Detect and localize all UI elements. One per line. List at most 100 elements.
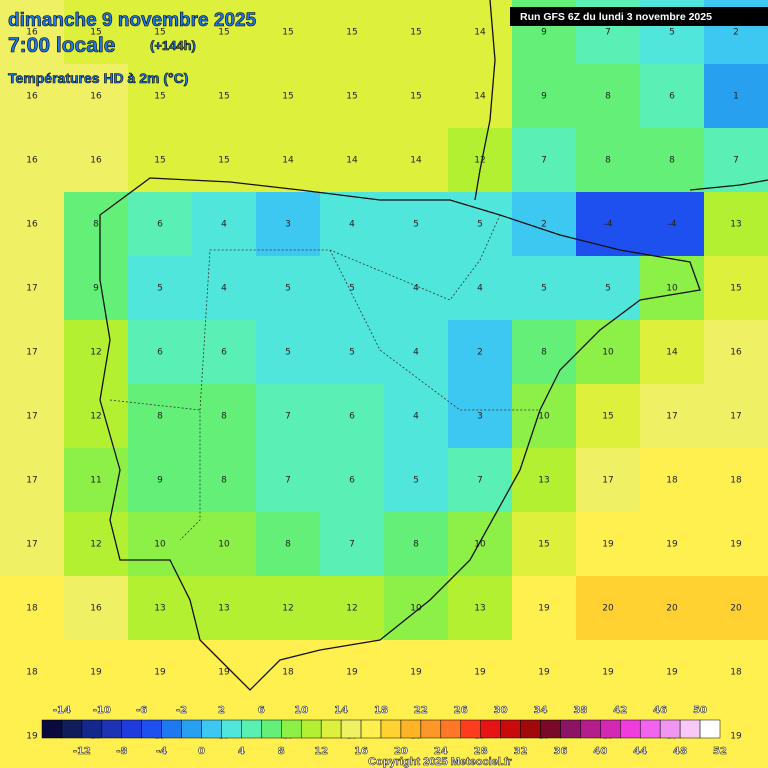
- field-value: 5: [669, 28, 675, 38]
- field-value: 17: [666, 412, 677, 422]
- field-value: 15: [346, 92, 357, 102]
- field-value: 3: [285, 220, 291, 230]
- field-cell: [512, 512, 577, 577]
- lead-time: (+144h): [150, 38, 196, 53]
- field-value: 10: [154, 540, 166, 550]
- field-cell: [0, 128, 65, 193]
- field-cell: [128, 448, 193, 513]
- field-value: 18: [730, 668, 742, 678]
- field-value: 19: [666, 540, 678, 550]
- legend-swatch: [81, 719, 103, 739]
- field-value: 8: [93, 220, 99, 230]
- field-value: 20: [730, 604, 742, 614]
- legend-label: 18: [374, 705, 388, 716]
- field-cell: [128, 384, 193, 449]
- field-value: 18: [282, 668, 294, 678]
- field-value: 15: [154, 28, 165, 38]
- field-value: 19: [90, 668, 102, 678]
- legend: -14-12-10-8-6-4-202468101214161820222426…: [41, 705, 727, 757]
- field-value: 12: [90, 348, 101, 358]
- field-cell: [704, 576, 768, 641]
- legend-swatch: [101, 719, 123, 739]
- field-cell: [64, 128, 129, 193]
- field-value: 19: [538, 604, 550, 614]
- field-cell: [704, 384, 768, 449]
- field-cell: [0, 512, 65, 577]
- field-value: 15: [154, 156, 165, 166]
- field-cell: [448, 64, 513, 129]
- field-cell: [128, 576, 193, 641]
- field-value: 5: [413, 220, 419, 230]
- field-value: 18: [26, 604, 38, 614]
- field-value: 6: [669, 92, 675, 102]
- legend-label: 38: [573, 705, 587, 716]
- field-value: 14: [666, 348, 678, 358]
- field-cell: [384, 192, 449, 257]
- field-cell: [320, 256, 385, 321]
- field-cell: [64, 0, 129, 65]
- field-value: 15: [346, 28, 357, 38]
- field-cell: [192, 0, 257, 65]
- legend-label: 36: [554, 746, 568, 757]
- field-cell: [576, 256, 641, 321]
- field-cell: [704, 192, 768, 257]
- border: [109, 214, 540, 541]
- field-value: 13: [474, 604, 485, 614]
- field-value: 5: [349, 284, 355, 294]
- field-value: 18: [26, 668, 38, 678]
- field-cell: [128, 512, 193, 577]
- field-value: 5: [285, 348, 291, 358]
- legend-label: 50: [693, 705, 707, 716]
- field-cell: [320, 192, 385, 257]
- field-cell: [256, 384, 321, 449]
- field-value: 15: [90, 28, 101, 38]
- legend-swatch: [360, 719, 382, 739]
- field-cell: [320, 320, 385, 385]
- legend-label: 10: [294, 705, 308, 716]
- field-value: 19: [602, 540, 614, 550]
- legend-swatch: [181, 719, 202, 739]
- field-value: 16: [90, 92, 102, 102]
- legend-swatch: [420, 719, 442, 739]
- field-cell: [256, 320, 321, 385]
- field-value: 19: [538, 668, 550, 678]
- field-value: 8: [669, 156, 675, 166]
- legend-swatch: [600, 719, 621, 739]
- field-value: 4: [477, 284, 483, 294]
- legend-swatch: [141, 719, 162, 739]
- field-value: 16: [730, 348, 742, 358]
- legend-swatch: [520, 719, 541, 739]
- field-cell: [256, 192, 321, 257]
- field-cell: [448, 512, 513, 577]
- field-value: 19: [474, 668, 486, 678]
- field-cell: [512, 320, 577, 385]
- legend-label: 48: [673, 746, 687, 757]
- field-value: 17: [26, 348, 37, 358]
- legend-label: -8: [116, 746, 127, 757]
- field-cell: [192, 192, 257, 257]
- field-value: 17: [26, 412, 37, 422]
- field-cell: [640, 512, 705, 577]
- field-value: 4: [413, 348, 419, 358]
- field-value: 19: [730, 732, 742, 742]
- legend-swatch: [161, 719, 182, 739]
- legend-swatch: [241, 719, 262, 739]
- field-value: 15: [730, 284, 741, 294]
- field-value: 12: [346, 604, 357, 614]
- field-cell: [192, 576, 257, 641]
- legend-swatch: [380, 719, 402, 739]
- field-cell: [448, 640, 513, 705]
- field-value: 13: [218, 604, 229, 614]
- field-value: 17: [730, 412, 741, 422]
- field-value: 7: [349, 540, 355, 550]
- field-cell: [320, 576, 385, 641]
- field-value: 15: [154, 92, 165, 102]
- field-cell: [512, 192, 577, 257]
- legend-label: 42: [613, 705, 627, 716]
- field-cell: [640, 576, 705, 641]
- field-value: 5: [413, 476, 419, 486]
- field-cell: [512, 576, 577, 641]
- field-value: 4: [221, 220, 227, 230]
- field-value: 15: [602, 412, 613, 422]
